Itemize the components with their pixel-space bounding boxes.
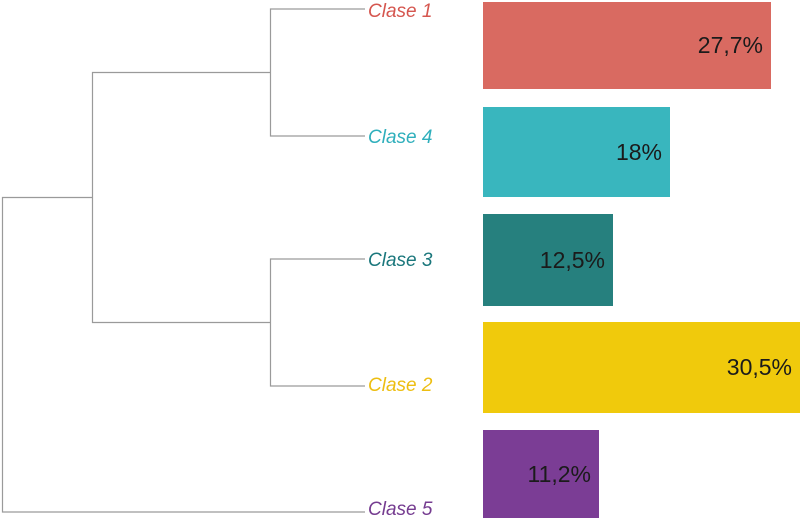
bar-value-label-clase-3: 12,5% <box>539 246 605 273</box>
dendrogram-link-upper-clusters <box>91 71 271 324</box>
bar-value-label-clase-1: 27,7% <box>697 32 763 58</box>
class-label-clase-3: Clase 3 <box>368 250 433 271</box>
dendrogram-link-clase1-clase4 <box>269 8 365 137</box>
class-label-clase-1: Clase 1 <box>368 1 433 22</box>
class-label-clase-5: Clase 5 <box>368 499 433 520</box>
bar-value-label-clase-5: 11,2% <box>527 460 591 487</box>
class-label-clase-2: Clase 2 <box>368 375 433 396</box>
bar-clase-2: 30,5% <box>483 322 800 413</box>
class-label-clase-4: Clase 4 <box>368 127 433 148</box>
dendrogram-link-root-clase5 <box>1 196 365 513</box>
bar-clase-5: 11,2% <box>483 430 599 518</box>
bar-clase-4: 18% <box>483 107 670 197</box>
bar-value-label-clase-2: 30,5% <box>726 354 792 380</box>
bar-clase-3: 12,5% <box>483 214 613 306</box>
bar-clase-1: 27,7% <box>483 2 771 89</box>
bar-value-label-clase-4: 18% <box>615 138 662 165</box>
dendrogram-link-clase3-clase2 <box>269 258 365 387</box>
